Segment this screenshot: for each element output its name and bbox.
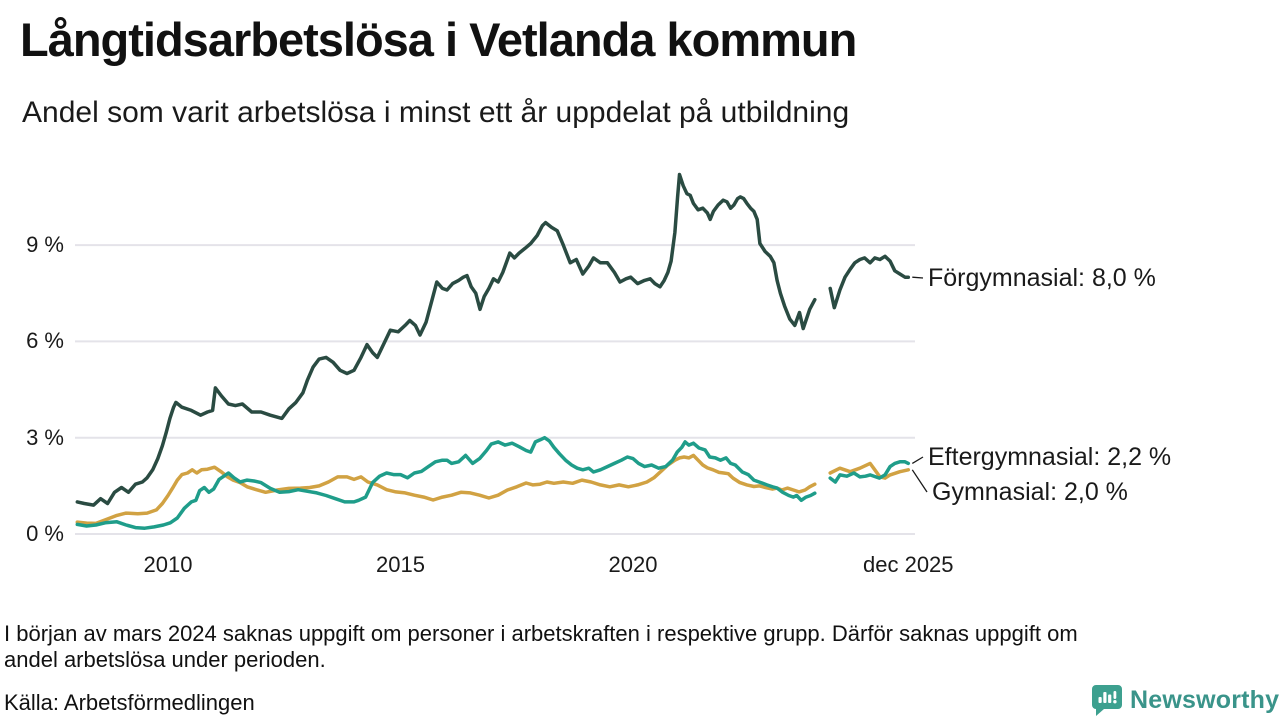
chart-footnote-line2: andel arbetslösa under perioden. (4, 647, 326, 672)
series-end-label-gymnasial: Gymnasial: 2,0 % (932, 478, 1128, 506)
x-axis-tick-label: 2015 (376, 552, 425, 577)
chart-footnote-line1: I början av mars 2024 saknas uppgift om … (4, 621, 1078, 646)
x-axis-tick-label: 2020 (608, 552, 658, 577)
series-line-gymnasial (75, 453, 817, 526)
x-axis-tick-label: dec 2025 (863, 552, 954, 577)
series-line-förgymnasial (75, 172, 817, 507)
x-axis-tick-label: 2010 (143, 552, 193, 577)
series-line-eftergymnasial (75, 435, 817, 530)
series-end-label-förgymnasial: Förgymnasial: 8,0 % (928, 264, 1156, 292)
source-text: Källa: Arbetsförmedlingen (4, 690, 255, 715)
newsworthy-chart-bubble-icon (1092, 684, 1122, 716)
y-axis-tick-label: 3 % (26, 424, 64, 450)
newsworthy-logo: Newsworthy (1092, 683, 1279, 717)
label-connector (912, 276, 924, 279)
y-axis-tick-label: 9 % (26, 232, 64, 258)
series-line-förgymnasial (828, 254, 911, 310)
label-connector (911, 469, 928, 493)
series-line-eftergymnasial (828, 460, 911, 484)
series-end-label-eftergymnasial: Eftergymnasial: 2,2 % (928, 443, 1172, 471)
y-axis-tick-label: 0 % (26, 521, 64, 546)
series-line-gymnasial (828, 461, 911, 480)
newsworthy-brand-text: Newsworthy (1130, 685, 1280, 714)
label-connector (911, 456, 924, 464)
page-title: Långtidsarbetslösa i Vetlanda kommun (20, 13, 857, 66)
page-subtitle: Andel som varit arbetslösa i minst ett å… (22, 96, 850, 129)
y-axis-tick-label: 6 % (26, 328, 64, 354)
chart-footnote: I början av mars 2024 saknas uppgift om … (4, 621, 1266, 673)
